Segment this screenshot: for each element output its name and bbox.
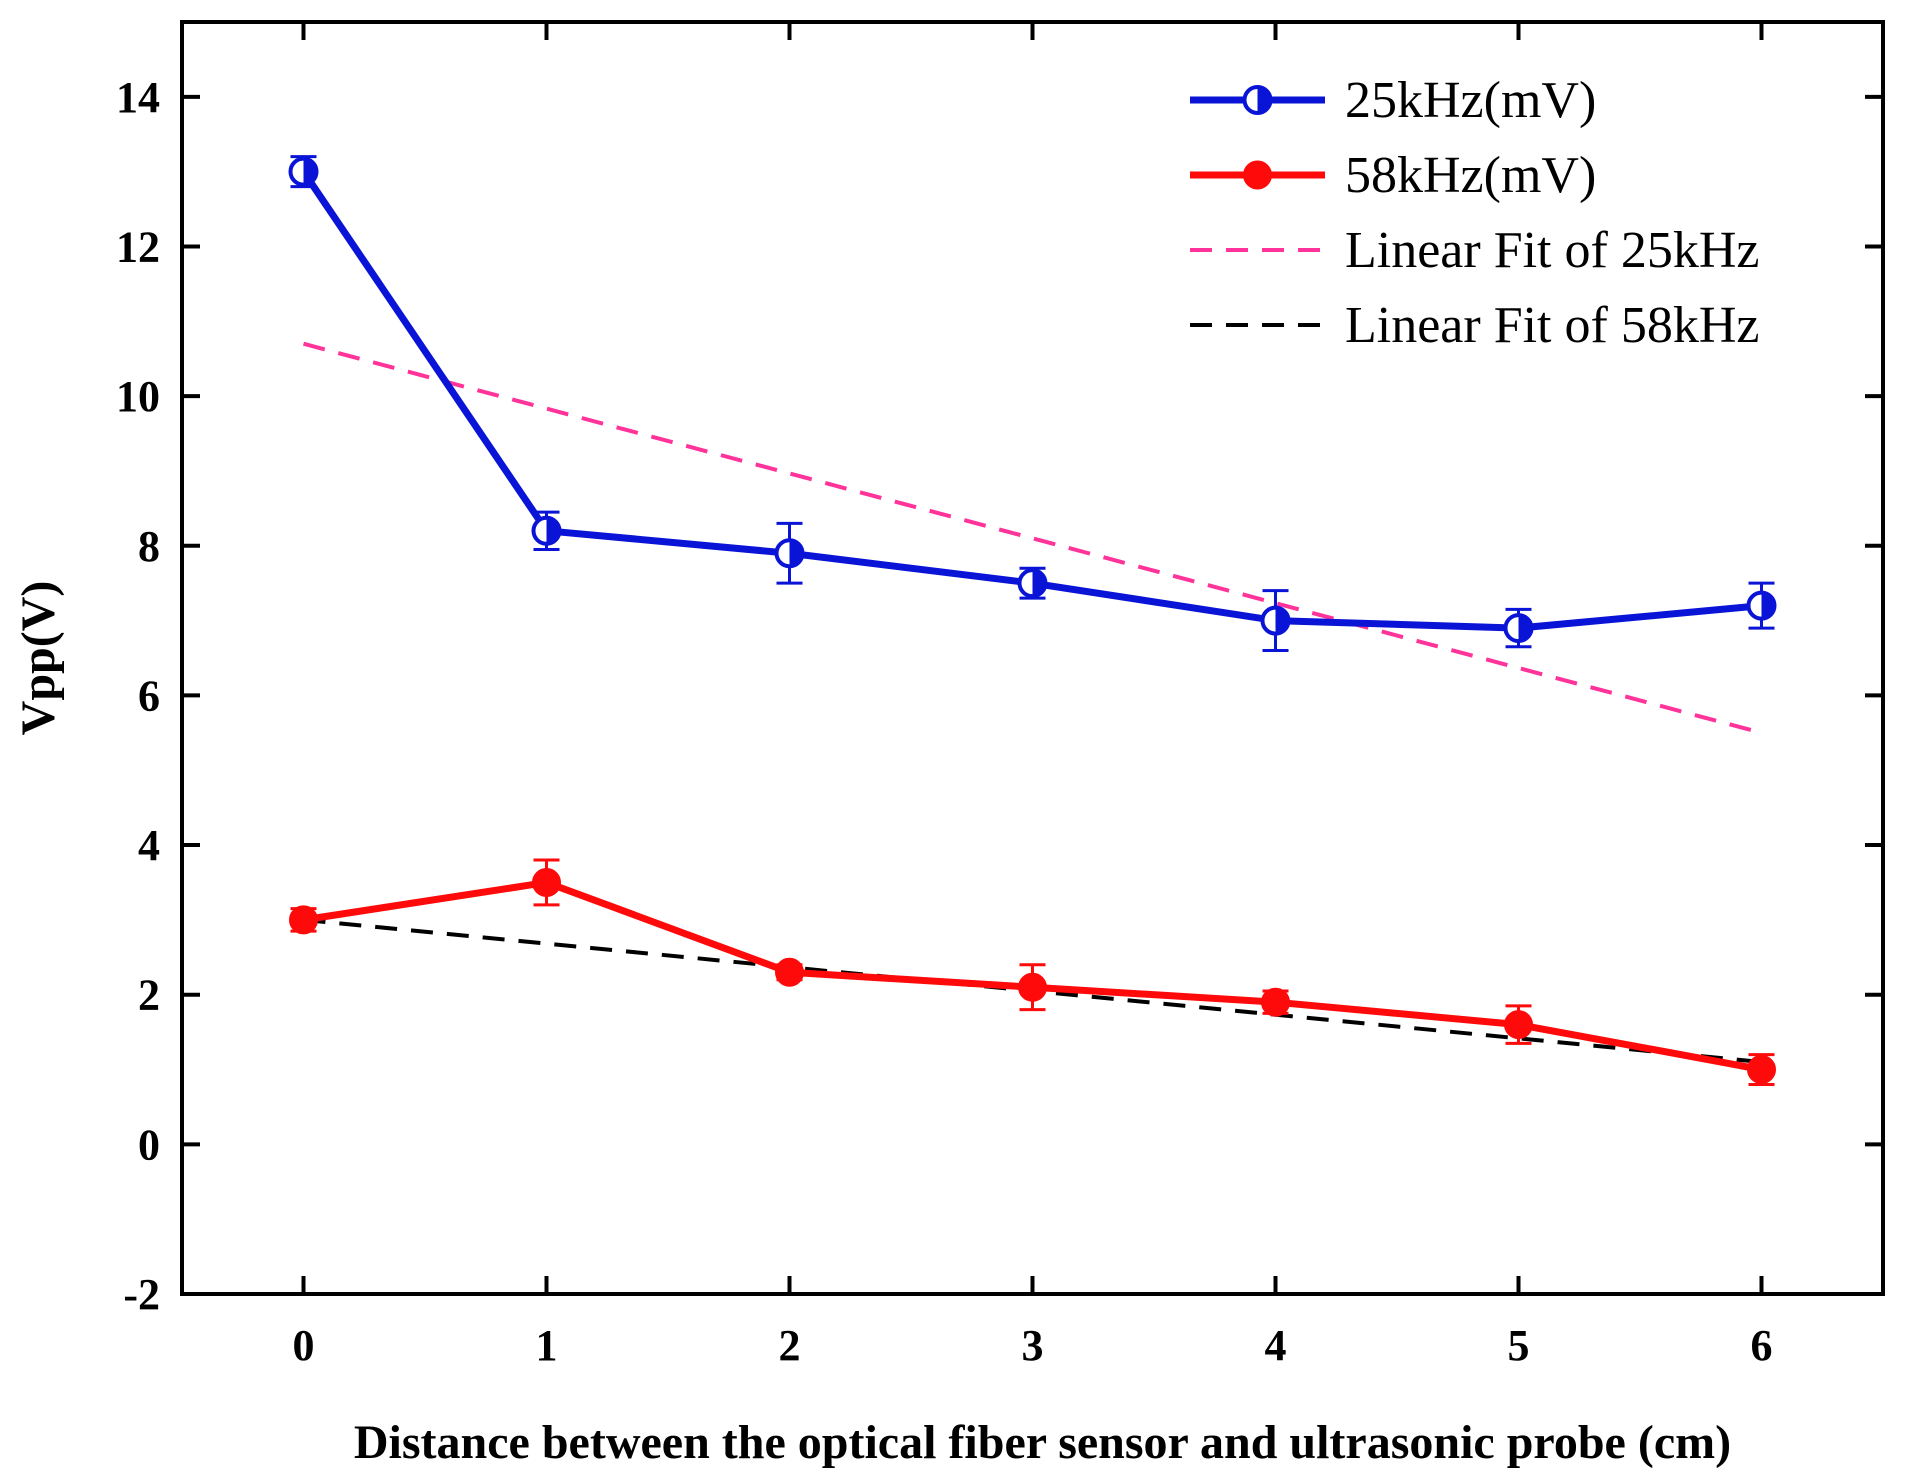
data-point-fill	[1518, 615, 1532, 642]
data-point-fill	[789, 540, 803, 567]
legend: 25kHz(mV) 58kHz(mV) Linear Fit of 25kHz …	[1190, 72, 1759, 354]
y-tick-label: 14	[116, 73, 160, 122]
legend-item-fit-58khz: Linear Fit of 58kHz	[1190, 297, 1759, 354]
legend-marker-58khz	[1243, 160, 1272, 190]
plot-frame	[180, 20, 1885, 1296]
y-tick-label: 8	[138, 522, 160, 571]
x-tick-label: 0	[293, 1321, 315, 1370]
legend-marker-fill	[1257, 87, 1271, 114]
legend-label-58khz: 58kHz(mV)	[1345, 147, 1596, 204]
x-tick-label: 5	[1508, 1321, 1530, 1370]
x-axis-title: Distance between the optical fiber senso…	[354, 1416, 1731, 1469]
legend-item-fit-25khz: Linear Fit of 25kHz	[1190, 222, 1759, 279]
y-tick-label: 0	[138, 1120, 160, 1169]
y-tick-label: 10	[116, 372, 160, 421]
legend-marker-25khz	[1242, 85, 1273, 115]
legend-label-fit-58khz: Linear Fit of 58kHz	[1345, 297, 1759, 354]
y-tick-label: 12	[116, 222, 160, 271]
x-tick-label: 4	[1265, 1321, 1287, 1370]
x-tick-label: 2	[779, 1321, 801, 1370]
series-1	[289, 858, 1776, 1086]
data-point	[1018, 972, 1047, 1002]
data-point	[532, 867, 561, 897]
legend-label-25khz: 25kHz(mV)	[1345, 72, 1596, 129]
data-point-fill	[303, 158, 317, 185]
legend-item-58khz: 58kHz(mV)	[1190, 147, 1596, 204]
y-axis-title: Vpp(V)	[12, 581, 65, 736]
legend-marker	[1243, 160, 1272, 190]
y-tick-label: 2	[138, 971, 160, 1020]
data-point	[775, 957, 804, 987]
y-tick-label: 6	[138, 671, 160, 720]
series-0	[288, 155, 1777, 653]
legend-item-25khz: 25kHz(mV)	[1190, 72, 1596, 129]
x-tick-label: 1	[536, 1321, 558, 1370]
data-point-fill	[1275, 607, 1289, 634]
legend-label-fit-25khz: Linear Fit of 25kHz	[1345, 222, 1759, 279]
x-tick-label: 3	[1022, 1321, 1044, 1370]
data-point-fill	[1032, 570, 1046, 597]
data-point	[1504, 1010, 1533, 1040]
data-point-fill	[1761, 592, 1775, 619]
data-point-fill	[546, 517, 560, 544]
data-point	[1747, 1055, 1776, 1085]
data-point	[1261, 987, 1290, 1017]
y-tick-label: 4	[138, 821, 160, 870]
x-tick-label: 6	[1751, 1321, 1773, 1370]
y-tick-label: -2	[123, 1270, 160, 1319]
data-point	[289, 905, 318, 935]
fit-line-2	[302, 341, 1763, 735]
series-layer	[288, 155, 1777, 1086]
